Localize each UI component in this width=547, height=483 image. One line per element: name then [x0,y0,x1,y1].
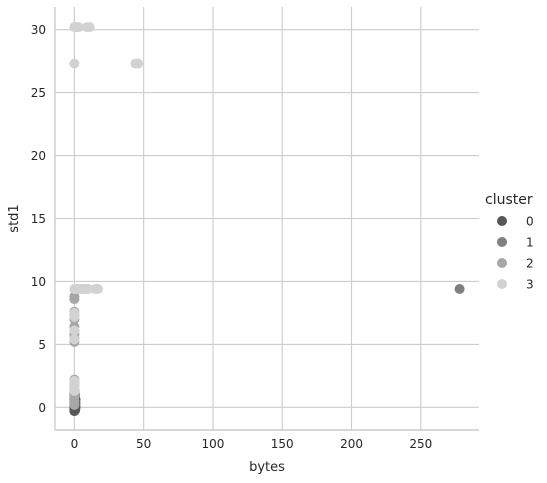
y-axis-label: std1 [7,204,22,232]
y-tick-label: 5 [38,338,46,352]
y-tick-label: 20 [31,149,46,163]
grid-layer [55,7,479,430]
legend: cluster 0 1 2 3 [485,192,534,292]
data-point-cluster-3 [83,284,94,294]
data-point-cluster-3 [73,22,84,33]
x-tick-label: 100 [202,437,225,451]
y-tick-label: 25 [31,86,46,100]
points-layer [69,22,465,417]
y-tick-label: 10 [31,275,46,289]
labels-layer: bytes std1 [7,204,285,475]
legend-label-3: 3 [526,278,534,292]
legend-label-2: 2 [526,257,534,271]
data-point-cluster-3 [84,22,95,33]
legend-title: cluster [485,192,533,208]
legend-marker-1 [497,237,507,247]
x-tick-label: 150 [271,437,294,451]
data-point-cluster-1 [454,284,465,294]
data-point-cluster-2 [69,291,80,302]
x-axis-label: bytes [249,460,285,475]
x-tick-label: 0 [71,437,79,451]
data-point-cluster-3 [69,334,80,345]
legend-label-0: 0 [526,215,534,229]
x-tick-label: 200 [340,437,363,451]
y-tick-label: 0 [38,401,46,415]
legend-label-1: 1 [526,236,534,250]
data-point-cluster-3 [133,58,144,69]
data-point-cluster-3 [69,385,80,396]
legend-marker-0 [497,216,507,226]
axis-layer: 0 50 100 150 200 250 0 5 10 15 20 25 30 [31,7,479,451]
y-tick-label: 15 [31,212,46,226]
x-tick-label: 50 [136,437,151,451]
x-tick-label: 250 [409,437,432,451]
legend-marker-2 [497,258,507,268]
y-tick-label: 30 [31,23,46,37]
data-point-cluster-3 [69,325,80,336]
data-point-cluster-3 [69,58,80,69]
legend-marker-3 [497,279,507,289]
data-point-cluster-3 [69,311,80,322]
data-point-cluster-3 [92,284,103,294]
